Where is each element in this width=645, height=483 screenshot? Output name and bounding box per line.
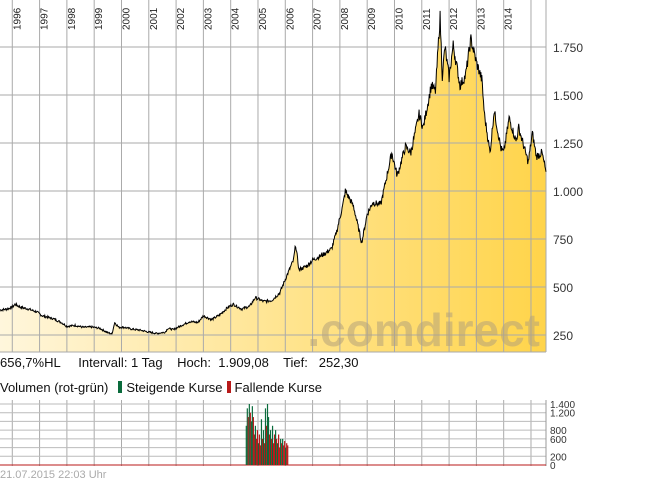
year-label: 1996 xyxy=(12,7,23,30)
volume-bar xyxy=(274,430,277,465)
price-tick-label: 1.500 xyxy=(553,89,583,103)
volume-bar xyxy=(279,447,281,465)
volume-bar xyxy=(285,447,287,465)
volume-bar xyxy=(284,441,286,465)
volume-bar xyxy=(276,438,278,465)
year-label: 2002 xyxy=(176,7,187,30)
price-tick-label: 750 xyxy=(553,233,573,247)
volume-bar xyxy=(286,443,288,465)
year-label: 2014 xyxy=(504,7,515,30)
year-label: 2009 xyxy=(367,7,378,30)
volume-bar xyxy=(280,438,282,465)
volume-bar xyxy=(256,430,259,465)
volume-bar xyxy=(248,404,250,465)
volume-bar xyxy=(257,443,260,465)
watermark-logo: .comdirect xyxy=(307,304,540,356)
volume-tick-label: 600 xyxy=(550,435,567,446)
volume-bar xyxy=(247,417,249,465)
year-label: 1997 xyxy=(40,7,51,30)
year-label: 2011 xyxy=(422,8,433,30)
year-label: 2005 xyxy=(258,7,269,30)
volume-bar xyxy=(255,438,258,465)
price-tick-label: 250 xyxy=(553,329,573,343)
price-area xyxy=(0,10,546,353)
volume-tick-label: 800 xyxy=(550,426,567,437)
volume-bar xyxy=(254,425,256,465)
timestamp: 21.07.2015 22:03 Uhr xyxy=(0,469,107,481)
price-line xyxy=(0,10,547,336)
high-value: Hoch: 1.909,08 xyxy=(177,355,269,370)
year-label: 2007 xyxy=(313,7,324,30)
volume-bar xyxy=(252,417,254,465)
down-swatch xyxy=(226,381,231,393)
price-tick-label: 1.000 xyxy=(553,185,583,199)
volume-tick-label: 1.200 xyxy=(550,409,575,420)
year-label: 2004 xyxy=(231,7,242,30)
price-tick-label: 1.250 xyxy=(553,137,583,151)
volume-bar xyxy=(249,412,251,465)
volume-bar xyxy=(266,404,269,465)
volume-bar xyxy=(267,417,270,465)
volume-bar xyxy=(263,443,266,465)
volume-bar xyxy=(262,430,265,465)
volume-tick-label: 1.400 xyxy=(550,400,575,411)
volume-bar xyxy=(245,425,247,465)
volume-bar xyxy=(277,443,279,465)
volume-bar xyxy=(259,445,262,465)
chart-info: 656,7%HL Intervall: 1 Tag Hoch: 1.909,08… xyxy=(0,355,358,370)
price-tick-label: 500 xyxy=(553,281,573,295)
volume-bar xyxy=(281,443,283,465)
volume-bar xyxy=(283,445,285,465)
volume-bar xyxy=(268,434,271,465)
volume-bar xyxy=(265,425,268,465)
year-label: 2012 xyxy=(449,7,460,30)
volume-title: Volumen (rot-grün) xyxy=(0,380,109,395)
volume-bar xyxy=(261,438,264,465)
volume-tick-label: 200 xyxy=(550,452,567,463)
hl-percent: 656,7%HL xyxy=(0,355,61,370)
volume-bar xyxy=(264,408,267,465)
interval: Intervall: 1 Tag xyxy=(78,355,163,370)
volume-bar xyxy=(282,438,284,465)
volume-bar xyxy=(272,443,275,465)
legend-up: Steigende Kurse xyxy=(126,380,223,395)
year-label: 2003 xyxy=(203,7,214,30)
year-label: 1999 xyxy=(94,7,105,30)
low-value: Tief: 252,30 xyxy=(283,355,359,370)
year-label: 2006 xyxy=(285,7,296,30)
year-label: 2008 xyxy=(340,7,351,30)
year-label: 2010 xyxy=(394,7,405,30)
volume-bar xyxy=(273,434,276,465)
volume-legend: Volumen (rot-grün) Steigende Kurse Fallend… xyxy=(0,380,322,395)
volume-bar xyxy=(246,408,248,465)
price-tick-label: 1.750 xyxy=(553,41,583,55)
volume-bar xyxy=(278,434,280,465)
year-label: 1998 xyxy=(67,7,78,30)
volume-bar xyxy=(269,430,272,465)
legend-down: Fallende Kurse xyxy=(234,380,322,395)
year-label: 2001 xyxy=(149,7,160,30)
volume-bar xyxy=(251,406,253,465)
volume-bar xyxy=(250,421,252,465)
year-label: 2000 xyxy=(121,7,132,30)
volume-bar xyxy=(287,445,289,465)
volume-bar xyxy=(271,425,274,465)
volume-bar xyxy=(253,434,255,465)
volume-bar xyxy=(260,419,263,465)
volume-tick-label: 0 xyxy=(550,461,556,472)
year-label: 2013 xyxy=(476,7,487,30)
up-swatch xyxy=(118,381,123,393)
volume-bar xyxy=(258,434,261,465)
volume-bar xyxy=(270,438,273,465)
